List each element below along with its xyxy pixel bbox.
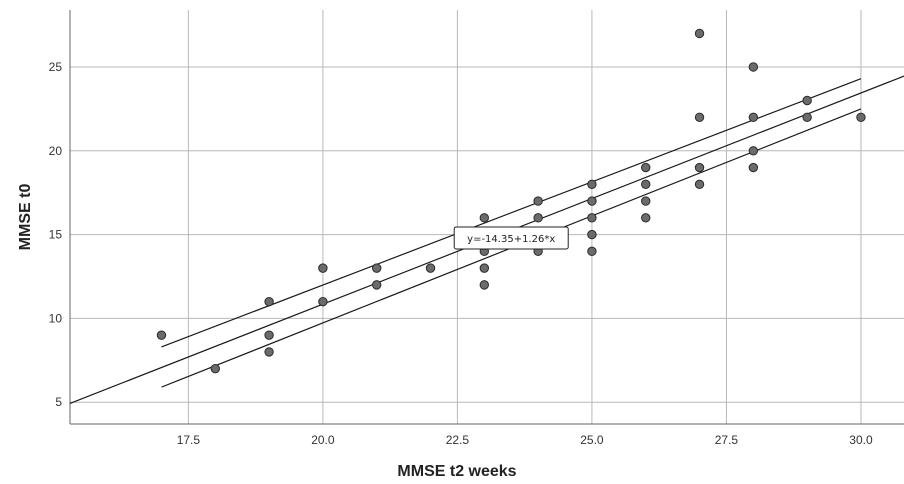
- y-tick-label: 25: [49, 60, 63, 74]
- data-point: [641, 213, 651, 223]
- data-point: [694, 179, 705, 190]
- y-tick-label: 20: [49, 144, 63, 158]
- data-point: [641, 179, 651, 190]
- x-tick-label: 22.5: [446, 433, 470, 447]
- x-tick-label: 17.5: [177, 433, 201, 447]
- data-point: [479, 213, 490, 223]
- data-point: [587, 213, 597, 223]
- data-point: [748, 62, 759, 72]
- ci-upper-line: [161, 78, 862, 348]
- data-point: [264, 296, 274, 307]
- tick-labels: 17.5 20.0 22.5 25.0 27.5 30.0 5 10 15 20 25: [49, 60, 873, 447]
- equation-box: [453, 226, 569, 250]
- data-point: [856, 112, 866, 122]
- x-tick-label: 27.5: [715, 433, 739, 447]
- data-point: [694, 162, 705, 173]
- data-point: [371, 280, 382, 290]
- data-point: [748, 146, 759, 156]
- y-tick-label: 15: [49, 228, 63, 242]
- data-point: [641, 162, 651, 173]
- y-axis-title: MMSE t0: [17, 184, 34, 251]
- data-point: [587, 196, 597, 206]
- data-point: [587, 246, 597, 257]
- data-point: [587, 229, 597, 240]
- equation-annotation: y=-14.35+1.26*x: [453, 226, 569, 250]
- data-point: [641, 196, 651, 206]
- data-point: [318, 263, 328, 273]
- x-tick-label: 25.0: [580, 433, 604, 447]
- data-point: [479, 280, 490, 290]
- equation-label: y=-14.35+1.26*x: [467, 234, 555, 245]
- data-point: [156, 330, 167, 340]
- data-point: [479, 263, 490, 273]
- data-point: [371, 263, 382, 273]
- data-point: [748, 162, 759, 173]
- data-point: [802, 112, 812, 122]
- y-tick-label: 5: [55, 395, 62, 409]
- x-axis-title: MMSE t2 weeks: [397, 463, 516, 480]
- data-point: [694, 112, 705, 122]
- data-point: [264, 347, 274, 357]
- data-point: [425, 263, 436, 273]
- y-tick-label: 10: [49, 311, 63, 325]
- data-point: [587, 179, 597, 190]
- axes: [69, 10, 904, 425]
- x-tick-label: 20.0: [311, 433, 335, 447]
- data-point: [318, 296, 328, 307]
- data-point: [264, 330, 274, 340]
- data-point: [533, 213, 543, 223]
- data-point: [533, 196, 543, 206]
- data-point: [210, 363, 220, 374]
- data-point: [748, 112, 759, 122]
- data-points: [156, 28, 866, 374]
- x-tick-label: 30.0: [849, 433, 873, 447]
- data-point: [694, 28, 705, 39]
- data-point: [802, 95, 812, 106]
